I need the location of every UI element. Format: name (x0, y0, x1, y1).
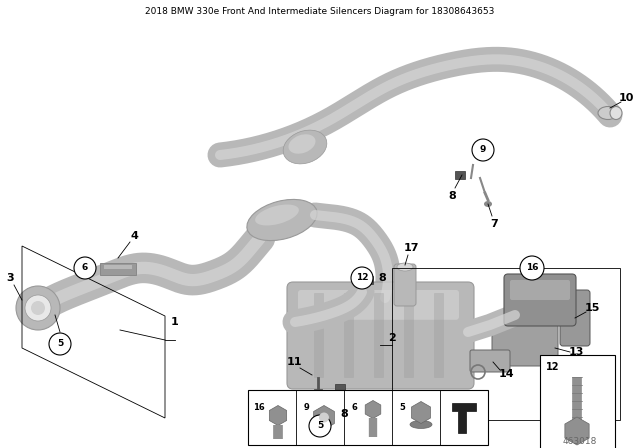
Text: 7: 7 (490, 219, 498, 229)
Ellipse shape (484, 201, 492, 207)
FancyBboxPatch shape (298, 290, 459, 320)
Circle shape (31, 301, 45, 315)
Text: 2018 BMW 330e Front And Intermediate Silencers Diagram for 18308643653: 2018 BMW 330e Front And Intermediate Sil… (145, 7, 495, 16)
Circle shape (472, 139, 494, 161)
Polygon shape (452, 404, 476, 434)
Circle shape (309, 415, 331, 437)
Text: 6: 6 (82, 263, 88, 272)
Circle shape (351, 267, 373, 289)
Ellipse shape (289, 134, 316, 154)
Ellipse shape (255, 205, 299, 225)
FancyBboxPatch shape (287, 282, 474, 389)
Ellipse shape (283, 130, 327, 164)
Text: 11: 11 (286, 357, 301, 367)
Text: 5: 5 (399, 403, 406, 412)
Text: 2: 2 (388, 333, 396, 343)
Polygon shape (100, 263, 136, 275)
Ellipse shape (247, 199, 317, 241)
Bar (363, 276, 373, 284)
FancyBboxPatch shape (434, 293, 444, 378)
FancyBboxPatch shape (404, 293, 414, 378)
Text: 5: 5 (317, 422, 323, 431)
FancyBboxPatch shape (470, 350, 510, 372)
FancyBboxPatch shape (560, 290, 590, 346)
Text: 3: 3 (6, 273, 14, 283)
Bar (540, 355, 615, 448)
Text: 14: 14 (498, 369, 514, 379)
Circle shape (25, 295, 51, 321)
Circle shape (49, 333, 71, 355)
Circle shape (319, 413, 329, 422)
Text: 8: 8 (378, 273, 386, 283)
Text: 9: 9 (480, 146, 486, 155)
Ellipse shape (610, 107, 622, 120)
Circle shape (520, 256, 544, 280)
Ellipse shape (598, 107, 618, 120)
FancyBboxPatch shape (510, 280, 570, 300)
Bar (335, 384, 345, 392)
FancyBboxPatch shape (314, 293, 324, 378)
Text: 12: 12 (546, 362, 559, 372)
Text: 1: 1 (171, 317, 179, 327)
FancyBboxPatch shape (504, 274, 576, 326)
Text: 5: 5 (57, 340, 63, 349)
FancyBboxPatch shape (394, 264, 416, 306)
Text: 17: 17 (403, 243, 419, 253)
Text: 8: 8 (448, 191, 456, 201)
Text: 15: 15 (584, 303, 600, 313)
Text: 6: 6 (351, 403, 358, 412)
Text: 13: 13 (568, 347, 584, 357)
FancyBboxPatch shape (344, 293, 354, 378)
Text: 9: 9 (304, 403, 309, 412)
Text: 12: 12 (356, 273, 368, 283)
Text: 10: 10 (618, 93, 634, 103)
Circle shape (16, 286, 60, 330)
FancyBboxPatch shape (492, 324, 558, 366)
Text: 8: 8 (340, 409, 348, 419)
Text: 4: 4 (130, 231, 138, 241)
Text: 16: 16 (253, 403, 264, 412)
Circle shape (74, 257, 96, 279)
Ellipse shape (397, 263, 413, 271)
Ellipse shape (410, 421, 432, 428)
Bar (455, 171, 465, 179)
FancyBboxPatch shape (374, 293, 384, 378)
Circle shape (312, 392, 324, 404)
Polygon shape (104, 265, 132, 269)
Text: 463018: 463018 (563, 438, 597, 447)
Text: 16: 16 (525, 263, 538, 272)
Bar (248, 390, 488, 445)
